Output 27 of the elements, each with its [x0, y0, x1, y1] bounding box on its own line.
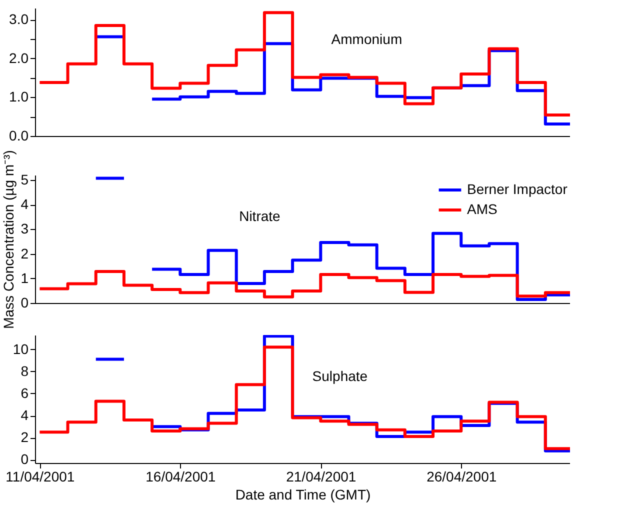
y-tick-label: 5: [20, 171, 29, 188]
y-tick-label: 3: [20, 220, 29, 237]
x-tick-label: 11/04/2001: [6, 468, 75, 484]
y-tick-label: 6: [20, 384, 29, 401]
legend-label: AMS: [467, 201, 498, 217]
y-tick-label: 8: [20, 362, 29, 379]
y-tick-label: 4: [20, 407, 29, 424]
annotation: Ammonium: [331, 31, 402, 47]
y-tick-label: 4: [20, 196, 29, 212]
y-tick-label: 1.0: [9, 88, 29, 105]
x-axis-title: Date and Time (GMT): [235, 486, 371, 502]
y-tick-label: 0: [20, 451, 29, 468]
x-tick-label: 26/04/2001: [426, 468, 497, 484]
y-tick-label: 3.0: [9, 11, 29, 28]
y-tick-label: 2: [20, 245, 29, 262]
y-tick-label: 0: [20, 294, 29, 310]
x-tick-label: 16/04/2001: [146, 468, 216, 484]
legend-label: Berner Impactor: [467, 181, 568, 197]
y-tick-label: 10: [12, 340, 29, 357]
x-tick-label: 21/04/2001: [286, 468, 356, 484]
y-tick-label: 2: [20, 429, 29, 446]
y-axis-title: Mass Concentration (µg m⁻³): [0, 150, 17, 329]
y-tick-label: 1: [20, 270, 29, 286]
y-tick-label: 2.0: [9, 50, 29, 66]
y-tick-label: 0.0: [9, 128, 29, 144]
annotation: Sulphate: [312, 368, 368, 384]
annotation: Nitrate: [239, 208, 281, 224]
